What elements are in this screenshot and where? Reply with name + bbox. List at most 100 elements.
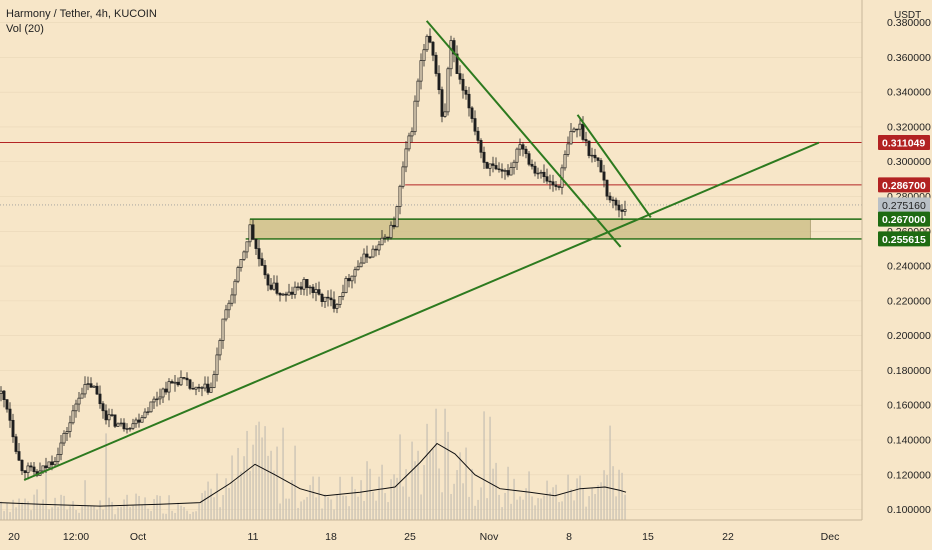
resistance-badge-2-bg [878,177,930,193]
candle-body [374,248,378,251]
candle-body [530,163,534,167]
volume-bar [285,498,287,520]
volume-bar [420,494,422,520]
volume-bar [561,501,563,520]
volume-bar [489,416,491,520]
candle-body [470,107,474,119]
volume-bar [288,498,290,520]
candle-body [593,154,597,159]
volume-bar [192,511,194,520]
candle-body [416,80,420,102]
volume-bar [279,503,281,520]
candle-body [116,423,120,427]
volume-bar [177,502,179,520]
volume-bar [291,480,293,520]
candle-body [302,279,306,290]
volume-bar [312,476,314,520]
volume-bar [24,498,26,520]
x-tick-label: Oct [130,531,146,543]
volume-bar [354,489,356,520]
candle-body [137,419,141,423]
demand-zone [249,218,811,240]
volume-bar [552,487,554,520]
volume-bar [57,507,59,520]
candle-body [194,386,198,390]
volume-bar [318,476,320,520]
x-tick-label: 15 [642,531,654,543]
price-axis [862,0,932,550]
volume-bar [438,468,440,520]
candle-body [173,381,177,384]
volume-bar [453,483,455,520]
candle-body [20,459,24,472]
volume-bar [555,484,557,520]
symbol-title[interactable]: Harmony / Tether, 4h, KUCOIN [6,8,157,20]
volume-bar [546,480,548,520]
volume-bar [465,447,467,520]
volume-bar [33,494,35,520]
candle-body [413,100,417,133]
candle-body [296,286,300,288]
y-tick-label: 0.200000 [887,330,931,342]
volume-bar [498,494,500,520]
grid [0,22,862,510]
candle-body [344,278,348,293]
candle-body [380,237,384,246]
candle-body [17,451,21,461]
volume-bar [378,476,380,520]
candle-body [143,411,147,418]
candle-body [263,265,267,276]
volume-bar [258,421,260,520]
x-tick-label: Nov [480,531,499,543]
candle-body [392,224,396,228]
x-tick-label: 12:00 [63,531,89,543]
candle-body [341,292,345,297]
candle-body [272,282,276,290]
candle-body [26,465,30,474]
candle-body [527,153,531,165]
candle-body [329,297,333,301]
candle-body [425,35,429,51]
volume-bar [186,510,188,520]
volume-bar [300,501,302,520]
volume-bar [483,411,485,520]
candle-body [206,383,210,393]
candle-body [362,253,366,264]
candle-body [359,262,363,268]
volume-bar [507,466,509,520]
trendline-descending-resistance-2 [576,114,652,218]
candle-body [365,253,369,258]
volume-bar [261,437,263,520]
candle-body [125,428,129,430]
volume-bar [570,489,572,520]
candle-body [590,154,594,157]
volume-bar [366,461,368,520]
volume-bar [327,497,329,520]
volume-bar [372,491,374,520]
volume-bar [270,450,272,520]
candle-body [251,224,255,240]
candle-body [155,398,159,401]
candle-body [503,170,507,172]
candle-body [533,165,537,174]
volume-bar [198,503,200,520]
candle-body [512,161,516,168]
volume-bar [408,496,410,520]
volume-bar [531,496,533,520]
volume-bar [225,478,227,520]
volume-bar [576,478,578,520]
candle-body [89,383,93,388]
candle-body [389,224,393,239]
candle-body [521,144,525,150]
volume-bar [477,499,479,520]
candle-body [494,165,498,170]
volume-bar [579,475,581,520]
volume-indicator-label[interactable]: Vol (20) [6,23,44,35]
resistance-badge-1: 0.311049 [882,138,925,150]
candle-body [215,354,219,376]
candle-body [257,248,261,260]
volume-bar [432,448,434,520]
volume-bar [591,487,593,520]
